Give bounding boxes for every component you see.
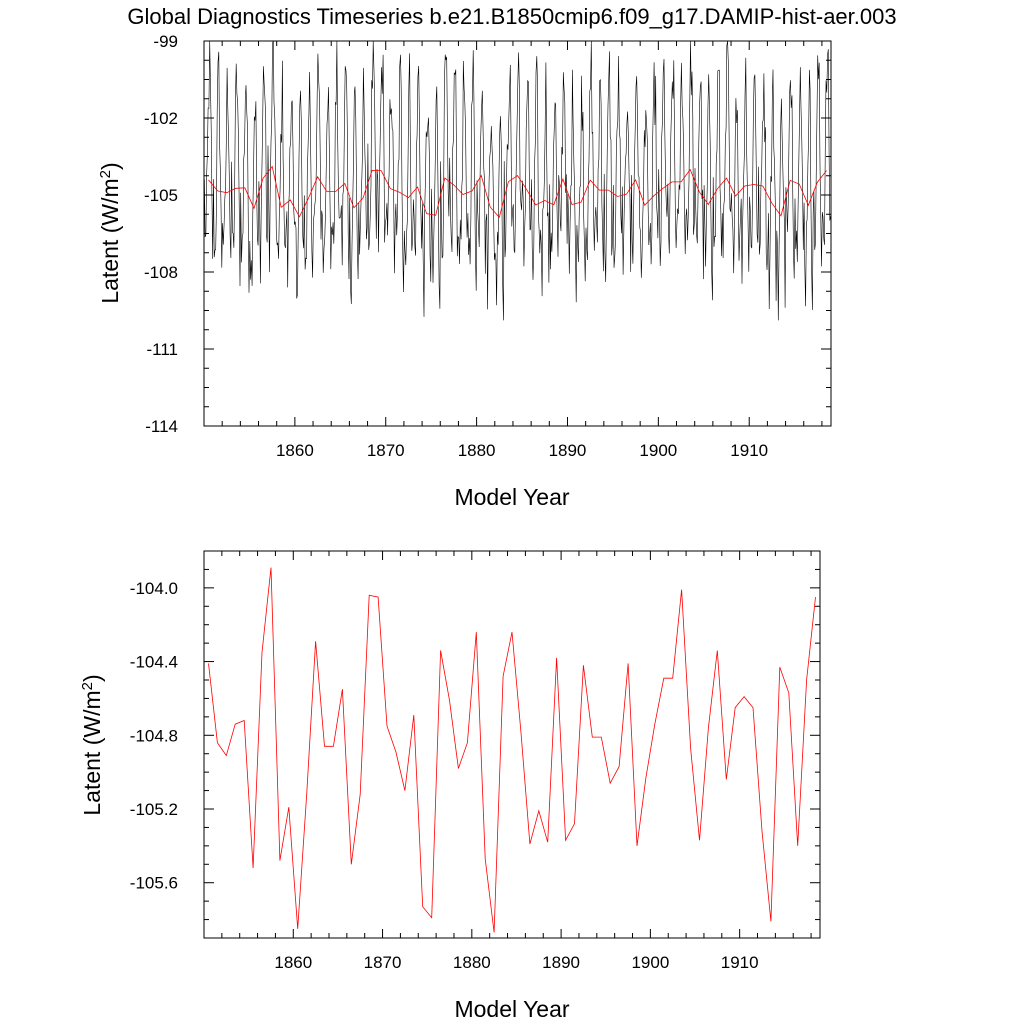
bottom-minor-ticks [203,550,820,938]
y-tick-label: -105 [144,186,178,205]
x-tick-label: 1890 [549,441,587,460]
y-tick-label: -105.6 [130,874,178,893]
x-tick-label: 1870 [364,953,402,972]
bottom-plot-frame [203,550,821,939]
y-tick-label: -104.8 [130,726,178,745]
top-series [204,40,831,321]
y-tick-label: -104.0 [130,579,178,598]
x-tick-label: 1870 [367,441,405,460]
top-y-tick-labels: -99 -102 -105 -108 -111 -114 [144,32,178,436]
annual-mean-line [208,567,816,933]
bottom-y-axis-label: Latent (W/m2) [79,674,106,815]
y-tick-label: -105.2 [130,800,178,819]
monthly-series-line [204,40,831,321]
x-tick-label: 1910 [721,953,759,972]
y-tick-label: -114 [145,417,178,436]
top-plot-frame [203,40,832,427]
y-tick-label: -111 [146,340,178,359]
y-tick-label: -108 [144,263,178,282]
x-tick-label: 1890 [542,953,580,972]
x-tick-label: 1880 [458,441,496,460]
bottom-y-tick-labels: -104.0 -104.4 -104.8 -105.2 -105.6 [130,579,178,893]
y-tick-label: -99 [153,32,178,51]
top-x-axis-label: Model Year [454,484,569,510]
annual-mean-line [208,165,827,219]
x-tick-label: 1880 [453,953,491,972]
figure-title: Global Diagnostics Timeseries b.e21.B185… [127,4,896,29]
bottom-x-axis-label: Model Year [454,996,569,1022]
x-tick-label: 1910 [730,441,768,460]
top-y-axis-label: Latent (W/m2) [97,162,124,303]
bottom-series [208,567,816,933]
top-panel: -99 -102 -105 -108 -111 -114 1860 1870 1880 1890… [97,32,832,510]
y-tick-label: -102 [144,109,178,128]
x-tick-label: 1860 [274,953,312,972]
bottom-x-tick-labels: 1860 1870 1880 1890 1900 1910 [274,953,758,972]
x-tick-label: 1900 [639,441,677,460]
bottom-panel: -104.0-104.4-104.8-105.2-105.6 1860 1870 1… [79,550,821,1022]
top-x-tick-labels: 1860 1870 1880 1890 1900 1910 [276,441,768,460]
x-tick-label: 1900 [631,953,669,972]
bottom-major-ticks [204,551,820,938]
x-tick-label: 1860 [276,441,314,460]
y-tick-label: -104.4 [130,653,178,672]
